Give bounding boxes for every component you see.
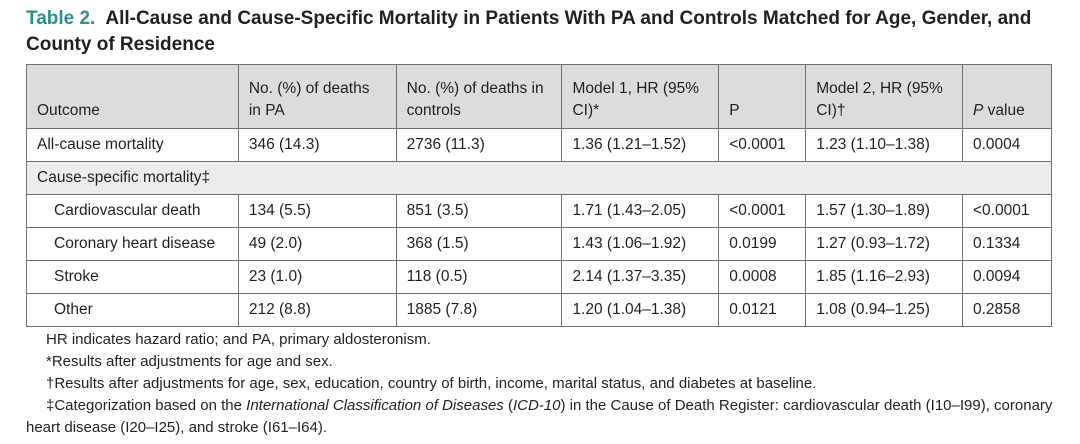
- cell-p: 0.0121: [718, 293, 807, 327]
- footnote-ddagger-text-e: ) in the Cause of Death Register: cardio…: [26, 397, 1053, 436]
- cell-model2: 1.08 (0.94–1.25): [805, 293, 963, 327]
- cell-model1: 2.14 (1.37–3.35): [561, 260, 720, 294]
- cell-p: 0.0199: [718, 227, 807, 261]
- table-number: Table 2.: [26, 8, 96, 29]
- footnote-ddagger-text-c: (: [503, 397, 513, 414]
- table-row: Other 212 (8.8) 1885 (7.8) 1.20 (1.04–1.…: [26, 293, 1052, 327]
- section-label: Cause-specific mortality‡: [26, 161, 1052, 195]
- cell-model1: 1.71 (1.43–2.05): [561, 194, 720, 228]
- cell-model2: 1.85 (1.16–2.93): [805, 260, 963, 294]
- header-pvalue-p: P: [973, 102, 984, 119]
- mortality-table: Outcome No. (%) of deaths in PA No. (%) …: [26, 64, 1052, 327]
- table-row: Stroke 23 (1.0) 118 (0.5) 2.14 (1.37–3.3…: [26, 260, 1052, 294]
- footnote-dagger: †Results after adjustments for age, sex,…: [46, 375, 817, 392]
- cell-deaths-pa: 23 (1.0): [237, 260, 397, 294]
- cell-deaths-controls: 118 (0.5): [395, 260, 563, 294]
- cell-pvalue: 0.0094: [962, 260, 1052, 294]
- cell-pvalue: 0.0004: [962, 128, 1052, 162]
- cell-pvalue: 0.2858: [962, 293, 1052, 327]
- header-model1: Model 1, HR (95% CI)*: [561, 64, 720, 129]
- header-pvalue: P value: [962, 64, 1052, 129]
- footnote-double-dagger: ‡Categorization based on the Internation…: [26, 395, 1056, 439]
- header-pvalue-label: value: [983, 102, 1025, 119]
- footnote-ddagger-icd-name: International Classification of Diseases: [246, 397, 504, 414]
- table-row: All-cause mortality 346 (14.3) 2736 (11.…: [26, 128, 1052, 162]
- table-row: Cardiovascular death 134 (5.5) 851 (3.5)…: [26, 194, 1052, 228]
- cell-model2: 1.57 (1.30–1.89): [805, 194, 963, 228]
- cell-p: <0.0001: [718, 194, 807, 228]
- footnote-star: *Results after adjustments for age and s…: [46, 353, 333, 370]
- cell-pvalue: 0.1334: [962, 227, 1052, 261]
- header-model2: Model 2, HR (95% CI)†: [805, 64, 963, 129]
- cell-deaths-pa: 49 (2.0): [237, 227, 397, 261]
- cell-pvalue: <0.0001: [962, 194, 1052, 228]
- table-row: Coronary heart disease 49 (2.0) 368 (1.5…: [26, 227, 1052, 261]
- cell-outcome: All-cause mortality: [26, 128, 239, 162]
- cell-outcome: Other: [26, 293, 239, 327]
- cell-deaths-controls: 368 (1.5): [395, 227, 563, 261]
- header-row: Outcome No. (%) of deaths in PA No. (%) …: [26, 64, 1052, 129]
- cell-outcome: Stroke: [26, 260, 239, 294]
- cell-deaths-pa: 134 (5.5): [237, 194, 397, 228]
- footnote-ddagger-text-a: ‡Categorization based on the: [46, 397, 247, 414]
- cell-outcome: Coronary heart disease: [26, 227, 239, 261]
- header-outcome: Outcome: [26, 64, 239, 129]
- cell-model2: 1.23 (1.10–1.38): [805, 128, 963, 162]
- table-title: All-Cause and Cause-Specific Mortality i…: [26, 8, 1032, 55]
- table-footnotes: HR indicates hazard ratio; and PA, prima…: [26, 329, 1056, 439]
- cell-deaths-controls: 851 (3.5): [395, 194, 563, 228]
- footnote-abbreviations: HR indicates hazard ratio; and PA, prima…: [46, 331, 431, 348]
- cell-model1: 1.36 (1.21–1.52): [561, 128, 720, 162]
- header-deaths-pa: No. (%) of deaths in PA: [237, 64, 397, 129]
- cell-deaths-controls: 1885 (7.8): [395, 293, 563, 327]
- cell-deaths-pa: 346 (14.3): [237, 128, 397, 162]
- footnote-ddagger-icd-code: ICD-10: [512, 397, 561, 414]
- table-caption: Table 2. All-Cause and Cause-Specific Mor…: [26, 6, 1056, 58]
- section-row: Cause-specific mortality‡: [26, 161, 1052, 195]
- cell-model2: 1.27 (0.93–1.72): [805, 227, 963, 261]
- cell-p: 0.0008: [718, 260, 807, 294]
- cell-deaths-pa: 212 (8.8): [237, 293, 397, 327]
- cell-model1: 1.20 (1.04–1.38): [561, 293, 720, 327]
- cell-p: <0.0001: [718, 128, 807, 162]
- cell-deaths-controls: 2736 (11.3): [395, 128, 563, 162]
- header-deaths-controls: No. (%) of deaths in controls: [395, 64, 563, 129]
- cell-outcome: Cardiovascular death: [26, 194, 239, 228]
- header-p: P: [718, 64, 807, 129]
- cell-model1: 1.43 (1.06–1.92): [561, 227, 720, 261]
